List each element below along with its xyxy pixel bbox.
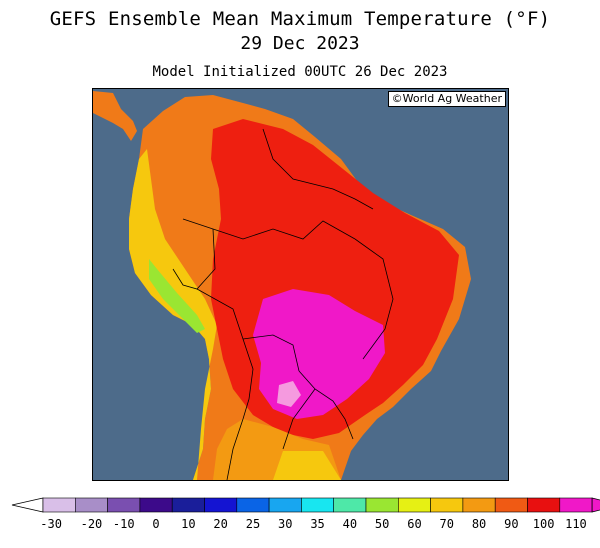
very-hot-spot bbox=[277, 381, 301, 407]
colorbar-swatch bbox=[171, 497, 205, 513]
colorbar-arrow-high bbox=[591, 497, 600, 513]
colorbar-label: 25 bbox=[246, 517, 260, 531]
colorbar-swatch bbox=[301, 497, 334, 513]
temperature-map: ©World Ag Weather bbox=[92, 88, 509, 481]
model-init-time: Model Initialized 00UTC 26 Dec 2023 bbox=[152, 64, 448, 80]
colorbar-swatch bbox=[42, 497, 76, 513]
colorbar-swatch bbox=[204, 497, 238, 513]
colorbar-label: 60 bbox=[407, 517, 421, 531]
country-borders bbox=[172, 128, 394, 480]
map-title: GEFS Ensemble Mean Maximum Temperature (… bbox=[49, 8, 551, 30]
colorbar-swatch bbox=[494, 497, 528, 513]
colorbar-label: 40 bbox=[343, 517, 357, 531]
colorbar-label: 35 bbox=[310, 517, 324, 531]
colorbar-swatch bbox=[236, 497, 270, 513]
colorbar-label: 80 bbox=[472, 517, 486, 531]
colorbar-swatch bbox=[527, 497, 561, 513]
colorbar-swatch bbox=[559, 497, 593, 513]
colorbar-label: 0 bbox=[152, 517, 159, 531]
colorbar-label: 50 bbox=[375, 517, 389, 531]
colorbar-label: 100 bbox=[533, 517, 555, 531]
colorbar-graphic: -30 -20 -10 0 10 20 25 30 35 40 50 60 70 80 90 100 110 bbox=[11, 497, 600, 531]
colorbar-swatch bbox=[365, 497, 399, 513]
colorbar-label: -10 bbox=[113, 517, 135, 531]
andes-coldest-strip bbox=[149, 259, 205, 333]
colorbar-swatch bbox=[430, 497, 464, 513]
colorbar-label: 90 bbox=[504, 517, 518, 531]
colorbar-label: 30 bbox=[278, 517, 292, 531]
temperature-colorbar: -30 -20 -10 0 10 20 25 30 35 40 50 60 70 80 90 100 110 bbox=[0, 493, 600, 543]
colorbar-swatch bbox=[268, 497, 302, 513]
colorbar-swatch bbox=[397, 497, 431, 513]
colorbar-label: 20 bbox=[213, 517, 227, 531]
copyright-credit: ©World Ag Weather bbox=[387, 91, 506, 107]
colorbar-label: -20 bbox=[81, 517, 103, 531]
colorbar-swatch bbox=[462, 497, 496, 513]
colorbar-label: 110 bbox=[565, 517, 587, 531]
colorbar-arrow-low bbox=[11, 497, 44, 513]
colorbar-swatch bbox=[107, 497, 141, 513]
colorbar-swatch bbox=[139, 497, 173, 513]
central-america-land bbox=[93, 91, 137, 141]
southern-mild-region bbox=[273, 451, 341, 480]
andes-cool-strip bbox=[129, 149, 217, 480]
map-graphic bbox=[93, 89, 508, 480]
forecast-date: 29 Dec 2023 bbox=[240, 33, 360, 54]
colorbar-label: 70 bbox=[440, 517, 454, 531]
colorbar-swatch bbox=[75, 497, 108, 513]
colorbar-label: 10 bbox=[181, 517, 195, 531]
colorbar-label: -30 bbox=[40, 517, 62, 531]
colorbar-swatch bbox=[333, 497, 367, 513]
